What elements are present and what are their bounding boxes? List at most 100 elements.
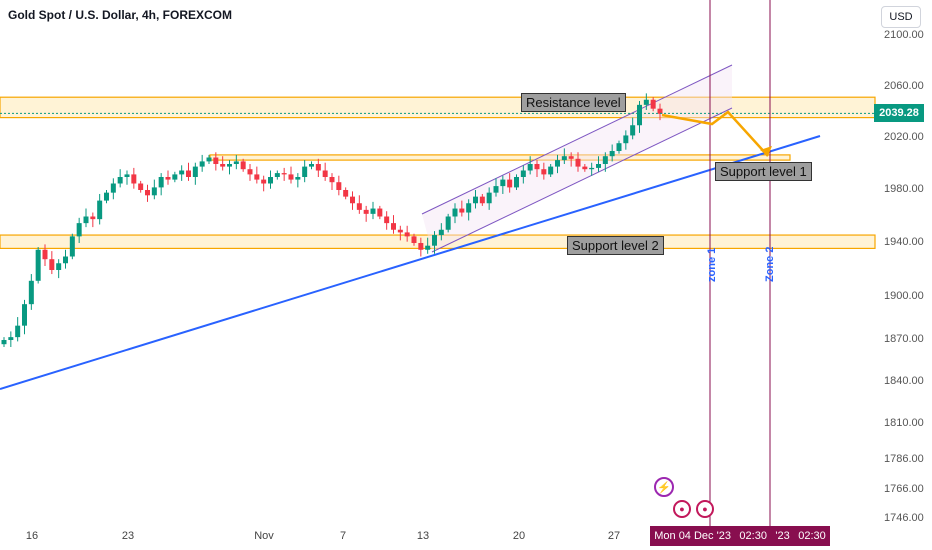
y-tick-label: 1870.00	[884, 333, 924, 345]
candle	[643, 93, 649, 110]
candle	[28, 274, 34, 310]
channel-lower-line	[431, 107, 733, 253]
candle	[131, 167, 137, 189]
candle	[56, 259, 62, 279]
candle	[97, 193, 103, 225]
candle	[35, 247, 41, 284]
y-tick-label: 1810.00	[884, 417, 924, 429]
channel-fill	[422, 65, 732, 252]
candle	[165, 170, 171, 185]
candle	[329, 173, 335, 190]
us-flag-event-icon[interactable]: ●	[673, 500, 691, 518]
support-level-2-label[interactable]: Support level 2	[567, 236, 664, 255]
candle	[138, 180, 144, 193]
candle	[274, 170, 280, 180]
y-tick-label: 1980.00	[884, 183, 924, 195]
time-label-2: 02:30	[798, 530, 826, 542]
x-tick-label: 23	[121, 530, 135, 542]
date-label: Mon 04 Dec '23	[654, 530, 731, 542]
x-tick-label: 7	[339, 530, 347, 542]
candle	[233, 154, 239, 170]
candle	[555, 154, 560, 174]
candle	[199, 154, 205, 172]
candle	[240, 158, 246, 172]
x-tick-label: 27	[607, 530, 621, 542]
candle	[425, 237, 431, 254]
candle	[104, 190, 109, 204]
candle	[172, 171, 178, 183]
candle	[281, 167, 287, 181]
lightning-icon[interactable]: ⚡	[654, 477, 674, 497]
candle	[623, 130, 629, 150]
year-label-2: '23	[775, 530, 790, 542]
candle	[507, 173, 513, 193]
candle	[397, 225, 403, 241]
candle	[637, 101, 642, 133]
us-flag-event-icon[interactable]: ●	[696, 500, 714, 518]
currency-button[interactable]: USD	[881, 6, 921, 28]
y-tick-label: 2060.00	[884, 80, 924, 92]
candle	[520, 165, 526, 184]
time-label-1: 02:30	[739, 530, 767, 542]
candle	[418, 237, 424, 257]
x-tick-label: 20	[512, 530, 526, 542]
candle	[69, 233, 75, 260]
support-level-1-label[interactable]: Support level 1	[715, 162, 812, 181]
candle	[295, 173, 301, 188]
candle	[302, 160, 308, 183]
candle	[370, 201, 376, 220]
y-tick-label: 1900.00	[884, 290, 924, 302]
candle	[384, 211, 390, 230]
y-tick-label: 1746.00	[884, 512, 924, 524]
candle	[445, 213, 451, 233]
candle	[76, 217, 82, 243]
candle	[363, 205, 369, 222]
candle	[650, 97, 656, 112]
candle	[350, 191, 355, 210]
candle	[15, 317, 21, 342]
candle	[213, 152, 219, 171]
candle	[486, 187, 492, 210]
candle	[630, 117, 636, 140]
y-tick-label: 1940.00	[884, 236, 924, 248]
candle	[315, 158, 321, 177]
y-tick-label: 2100.00	[884, 29, 924, 41]
candle	[309, 161, 314, 170]
candle	[83, 208, 89, 228]
candle	[568, 152, 574, 167]
candle	[479, 193, 485, 206]
candle	[596, 156, 601, 172]
x-tick-label: Nov	[254, 530, 274, 542]
candle	[534, 160, 540, 177]
candle	[220, 156, 226, 171]
candle	[247, 164, 253, 181]
channel-upper-line	[421, 64, 733, 215]
candle	[179, 165, 185, 181]
candle	[391, 215, 396, 234]
candle	[473, 190, 478, 209]
candle	[404, 225, 410, 242]
candle	[438, 223, 444, 241]
candle	[500, 175, 506, 194]
candle	[411, 233, 417, 246]
x-tick-label: 13	[416, 530, 430, 542]
candle	[227, 160, 232, 175]
y-tick-label: 1786.00	[884, 453, 924, 465]
candle	[561, 148, 567, 164]
candle	[117, 169, 123, 188]
candle	[261, 175, 267, 192]
zone-band	[209, 154, 791, 161]
candle	[63, 249, 68, 269]
candle	[582, 164, 588, 172]
candle	[49, 251, 55, 275]
candle	[1, 337, 7, 347]
lines-layer	[0, 0, 875, 526]
candle	[514, 174, 519, 190]
x-tick-label: 16	[25, 530, 39, 542]
candle	[322, 162, 328, 181]
candle	[90, 212, 96, 228]
candle	[493, 178, 499, 197]
resistance-label[interactable]: Resistance level	[521, 93, 626, 112]
candle	[575, 152, 581, 172]
